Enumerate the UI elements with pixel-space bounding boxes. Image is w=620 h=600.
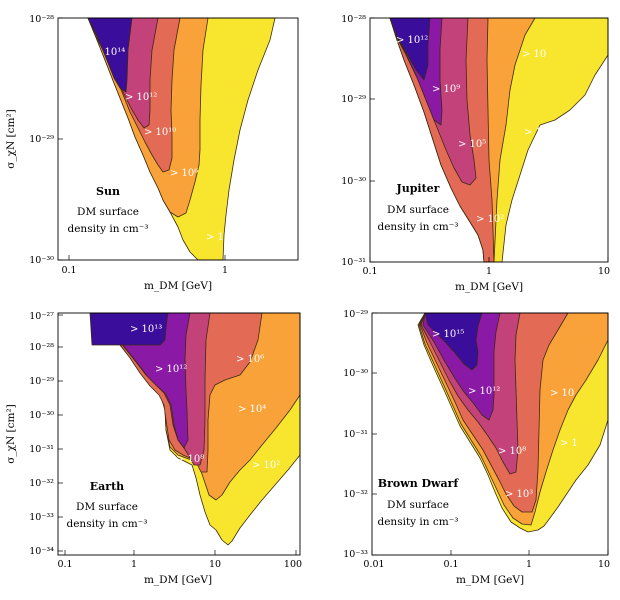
jupiter-y-tick-label: 10⁻²⁹: [341, 94, 366, 105]
panel-brown-dwarf: 0.01 0.1 1 10 10⁻³³ 10⁻³² 10⁻³¹ 10⁻³⁰ 10…: [343, 309, 610, 586]
jupiter-subtitle-line: density in cm⁻³: [378, 221, 459, 233]
jupiter-y-tick-label: 10⁻²⁸: [341, 14, 366, 25]
panel-jupiter: 0.1 1 10 10⁻³¹ 10⁻³⁰ 10⁻²⁹ 10⁻²⁸ m_DM [G…: [341, 14, 610, 293]
earth-contour-label: > 10¹²: [155, 364, 187, 375]
sun-x-tick-label: 1: [222, 265, 228, 276]
sun-contour-label: > 10¹⁴: [93, 47, 125, 58]
earth-x-tick-label: 1: [131, 559, 137, 570]
figure: 0.1 1 10⁻³⁰ 10⁻²⁹ 10⁻²⁸ m_DM [GeV] σ_χN …: [0, 0, 620, 600]
sun-y-tick-label: 10⁻²⁸: [29, 14, 54, 25]
earth-contour-label: > 10⁸: [176, 454, 204, 465]
earth-y-tick-label: 10⁻³¹: [29, 444, 54, 455]
earth-contour-label: > 10⁶: [236, 354, 264, 365]
sun-title: Sun: [96, 185, 120, 198]
jupiter-subtitle-line: DM surface: [387, 204, 449, 216]
brown-dwarf-x-tick-label: 1: [526, 559, 532, 570]
earth-x-ticks: 0.1 1 10 100: [57, 550, 302, 570]
brown-dwarf-contour-label: > 1: [560, 438, 578, 449]
jupiter-contour-label: > 1: [524, 127, 542, 138]
brown-dwarf-subtitle-line: DM surface: [387, 499, 449, 511]
sun-subtitle-line: density in cm⁻³: [68, 223, 149, 235]
earth-subtitle-line: density in cm⁻³: [67, 518, 148, 530]
brown-dwarf-y-tick-label: 10⁻²⁹: [343, 309, 368, 320]
sun-y-axis-label: σ_χN [cm²]: [5, 109, 17, 169]
earth-y-tick-label: 10⁻³²: [29, 478, 54, 489]
jupiter-contour-label: > 10¹²: [396, 35, 428, 46]
sun-y-tick-label: 10⁻³⁰: [29, 255, 54, 266]
jupiter-contour-label: > 10²: [476, 214, 504, 225]
brown-dwarf-y-tick-label: 10⁻³¹: [343, 429, 368, 440]
jupiter-y-tick-label: 10⁻³¹: [341, 257, 366, 268]
jupiter-contour-label: > 10⁹: [432, 84, 460, 95]
jupiter-y-tick-label: 10⁻³⁰: [341, 176, 366, 187]
sun-contour-label: > 10¹²: [125, 92, 157, 103]
brown-dwarf-subtitle-line: density in cm⁻³: [378, 516, 459, 528]
earth-contour-label: > 10⁴: [238, 404, 266, 415]
panel-earth: 0.1 1 10 100 10⁻³⁴ 10⁻³³ 10⁻³² 10⁻³¹ 10⁻…: [5, 311, 302, 586]
jupiter-contour-label: > 10: [522, 49, 546, 60]
earth-title: Earth: [90, 480, 124, 493]
sun-subtitle-line: DM surface: [77, 206, 139, 218]
sun-contour-label: > 1: [206, 232, 224, 243]
earth-y-tick-label: 10⁻²⁹: [29, 376, 54, 387]
sun-contour-label: > 10¹⁰: [144, 127, 176, 138]
brown-dwarf-x-tick-label: 0.01: [363, 559, 384, 570]
earth-x-tick-label: 10: [209, 559, 221, 570]
brown-dwarf-contour-label: > 10¹²: [468, 386, 500, 397]
earth-y-axis-label: σ_χN [cm²]: [5, 404, 17, 464]
earth-y-tick-label: 10⁻³⁰: [29, 410, 54, 421]
earth-y-tick-label: 10⁻³⁴: [29, 546, 54, 557]
earth-x-tick-label: 0.1: [57, 559, 72, 570]
earth-x-tick-label: 100: [284, 559, 302, 570]
jupiter-contour-label: > 10⁵: [458, 139, 486, 150]
brown-dwarf-title: Brown Dwarf: [378, 477, 460, 490]
earth-y-tick-label: 10⁻³³: [29, 512, 54, 523]
earth-contour-label: > 10²: [252, 460, 280, 471]
brown-dwarf-x-ticks: 0.01 0.1 1 10: [363, 550, 610, 570]
sun-y-tick-label: 10⁻²⁹: [29, 134, 54, 145]
jupiter-x-tick-label: 1: [486, 266, 492, 277]
earth-subtitle-line: DM surface: [76, 501, 138, 513]
panel-sun: 0.1 1 10⁻³⁰ 10⁻²⁹ 10⁻²⁸ m_DM [GeV] σ_χN …: [5, 14, 298, 292]
brown-dwarf-contour-label: > 10³: [505, 489, 533, 500]
brown-dwarf-y-tick-label: 10⁻³³: [343, 549, 368, 560]
jupiter-x-axis-label: m_DM [GeV]: [455, 281, 523, 293]
sun-x-tick-label: 0.1: [61, 265, 76, 276]
brown-dwarf-y-tick-label: 10⁻³²: [343, 489, 368, 500]
brown-dwarf-contour-label: > 10⁸: [498, 446, 526, 457]
brown-dwarf-contour-label: > 10: [550, 388, 574, 399]
sun-x-axis-label: m_DM [GeV]: [144, 280, 212, 292]
sun-contour-label: > 10⁶: [170, 168, 198, 179]
brown-dwarf-x-tick-label: 0.1: [443, 559, 458, 570]
jupiter-x-tick-label: 10: [598, 266, 610, 277]
earth-x-axis-label: m_DM [GeV]: [144, 574, 212, 586]
earth-contour-label: > 10¹³: [130, 324, 162, 335]
earth-y-tick-label: 10⁻²⁸: [29, 342, 54, 353]
brown-dwarf-y-tick-label: 10⁻³⁰: [343, 368, 368, 379]
brown-dwarf-x-tick-label: 10: [598, 559, 610, 570]
earth-y-tick-label: 10⁻²⁷: [29, 311, 54, 322]
brown-dwarf-contour-label: > 10¹⁵: [432, 329, 464, 340]
brown-dwarf-x-axis-label: m_DM [GeV]: [456, 574, 524, 586]
jupiter-title: Jupiter: [396, 182, 440, 195]
